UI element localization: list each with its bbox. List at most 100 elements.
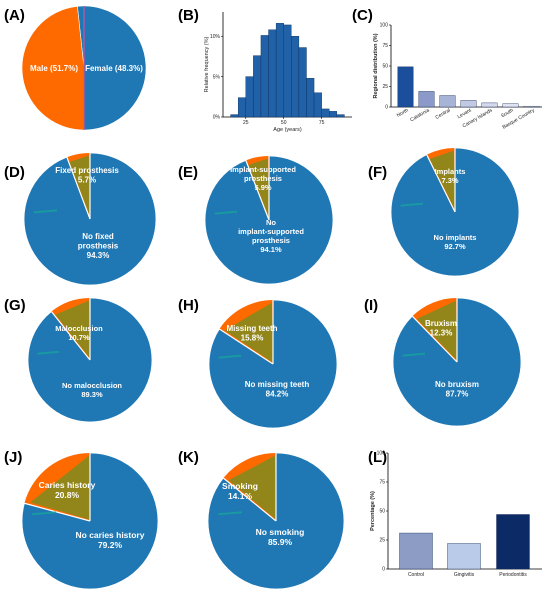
- pie-f-pct-majority: 92.7%: [444, 242, 466, 251]
- panel-label-h: (H): [178, 297, 199, 314]
- pie-f-label-majority: No implants: [434, 233, 477, 242]
- pie-d-texture: [33, 209, 58, 214]
- bar-l-ytick-label: 25: [379, 538, 385, 544]
- pie-j-label-majority: No caries history: [76, 530, 145, 540]
- bar-chart-l: 0 25 50 75 100 Control Gingivitis Periodontitis…: [370, 451, 542, 578]
- bar-c-ytick-label: 25: [382, 84, 388, 90]
- hist-b-xtick-label: 50: [281, 120, 287, 126]
- bar-c-xtick-label: South: [500, 107, 515, 119]
- bar-c-xtick-label: North: [396, 107, 410, 118]
- pie-k-label-majority: No smoking: [256, 527, 305, 537]
- pie-d-label-majority: No fixed: [82, 232, 114, 241]
- bar-c-bar: [397, 66, 414, 108]
- pie-g-label-majority: No malocclusion: [62, 381, 122, 390]
- hist-b-bar: [253, 55, 262, 118]
- panel-label-d: (D): [4, 164, 25, 181]
- hist-b-bar: [260, 35, 269, 118]
- bar-c-ytick-label: 75: [382, 43, 388, 49]
- pie-f-slice-minority-shade: [429, 150, 456, 211]
- panel-label-f: (F): [368, 164, 387, 181]
- bar-l-ytick-label: 50: [379, 509, 385, 515]
- panel-label-g: (G): [4, 297, 26, 314]
- pie-e-pct-majority: 94.1%: [260, 245, 282, 254]
- pie-i-pct-minority: 12.3%: [430, 329, 453, 338]
- panel-label-b: (B): [178, 7, 199, 24]
- pie-a-label-male: Male (51.7%): [30, 64, 78, 73]
- pie-e-label-majority: implant-supported: [238, 227, 304, 236]
- pie-h-texture: [218, 354, 242, 359]
- panel-label-e: (E): [178, 164, 198, 181]
- pie-j-pct-minority: 20.8%: [55, 490, 80, 500]
- pie-i-slice-minority-shade: [416, 300, 458, 361]
- bar-l-bar: [496, 514, 530, 570]
- bar-l-xtick-label: Control: [408, 572, 424, 578]
- bar-l-xtick-label: Gingivitis: [454, 572, 475, 578]
- pie-k-texture: [218, 511, 243, 516]
- hist-b-bar: [313, 92, 322, 118]
- pie-e-label-minority: Implant-supported: [230, 165, 296, 174]
- pie-i-pct-majority: 87.7%: [446, 390, 469, 399]
- pie-k-label-minority: Smoking: [222, 481, 258, 491]
- bar-c-bar: [481, 102, 498, 108]
- pie-layer: Male (51.7%) Female (48.3%) Fixed prosthes…: [21, 5, 522, 590]
- pie-d-label-majority: prosthesis: [78, 242, 119, 251]
- panel-label-j: (J): [4, 449, 22, 466]
- bar-c-bar: [502, 103, 519, 108]
- hist-b-bar: [275, 23, 284, 118]
- hist-b-bar: [283, 24, 292, 118]
- pie-f-edge-side: [426, 154, 456, 213]
- pie-a-slice-male: [77, 5, 147, 131]
- pie-e-texture: [214, 210, 238, 215]
- bar-l-bar: [447, 543, 481, 570]
- pie-e-pct-minority: 5.9%: [254, 183, 271, 192]
- panel-label-l: (L): [368, 449, 387, 466]
- pie-g-label-minority: Malocclusion: [55, 324, 103, 333]
- pie-g-pct-minority: 10.7%: [68, 333, 90, 342]
- bar-c-bar: [439, 95, 456, 108]
- pie-h-edge-side: [219, 328, 274, 365]
- pie-j-label-minority: Caries history: [39, 480, 96, 490]
- bar-c-ytick-label: 0: [385, 105, 388, 111]
- hist-b-xtick-label: 25: [243, 120, 249, 126]
- hist-b-ylabel: Relative frequency (%): [204, 37, 210, 93]
- bar-l-bar: [399, 532, 433, 570]
- pie-d-label-minority: Fixed prosthesis: [55, 166, 119, 175]
- pie-d-pct-minority: 5.7%: [78, 176, 96, 185]
- bar-c-bar: [418, 91, 435, 108]
- histogram-b: 25 50 75 0% 5% 10% Age (years) Relative frequen…: [204, 12, 352, 133]
- bar-l-xtick-label: Periodontitis: [499, 572, 527, 578]
- hist-b-bar: [329, 111, 338, 118]
- panel-label-a: (A): [4, 7, 25, 24]
- pie-i-label-majority: No bruxism: [435, 380, 479, 389]
- pie-f-texture: [400, 202, 424, 207]
- pie-a: Male (51.7%) Female (48.3%): [21, 5, 147, 131]
- pie-k-slice-minority-shade: [228, 455, 277, 520]
- pie-k-pct-majority: 85.9%: [268, 537, 293, 547]
- bar-c-ytick-label: 100: [380, 23, 389, 29]
- pie-h-label-majority: No missing teeth: [245, 380, 310, 389]
- pie-j-texture: [32, 511, 57, 516]
- hist-b-bar: [237, 97, 246, 118]
- hist-b-bar: [321, 108, 330, 118]
- pie-j-slice-minority-shade: [30, 455, 91, 520]
- hist-b-ytick-label: 0%: [213, 115, 221, 121]
- bar-l-ytick-label: 0: [382, 567, 385, 573]
- bar-c-bar: [523, 105, 540, 108]
- bar-c-ylabel: Regional distribution (%): [373, 33, 379, 98]
- pie-e-slice-minority-shade: [248, 158, 270, 219]
- pie-f-pct-minority: 7.3%: [441, 176, 458, 185]
- hist-b-xtick-label: 75: [319, 120, 325, 126]
- pie-e-label-minority: prosthesis: [244, 174, 282, 183]
- hist-b-ytick-label: 5%: [213, 74, 221, 80]
- pie-d-slice-minority-shade: [69, 155, 91, 218]
- hist-b-bar: [245, 76, 254, 118]
- pie-h-pct-majority: 84.2%: [266, 390, 289, 399]
- bar-l-ytick-label: 100: [377, 451, 386, 457]
- bar-c-bar: [460, 100, 477, 108]
- pie-a-slice-female: [21, 6, 85, 131]
